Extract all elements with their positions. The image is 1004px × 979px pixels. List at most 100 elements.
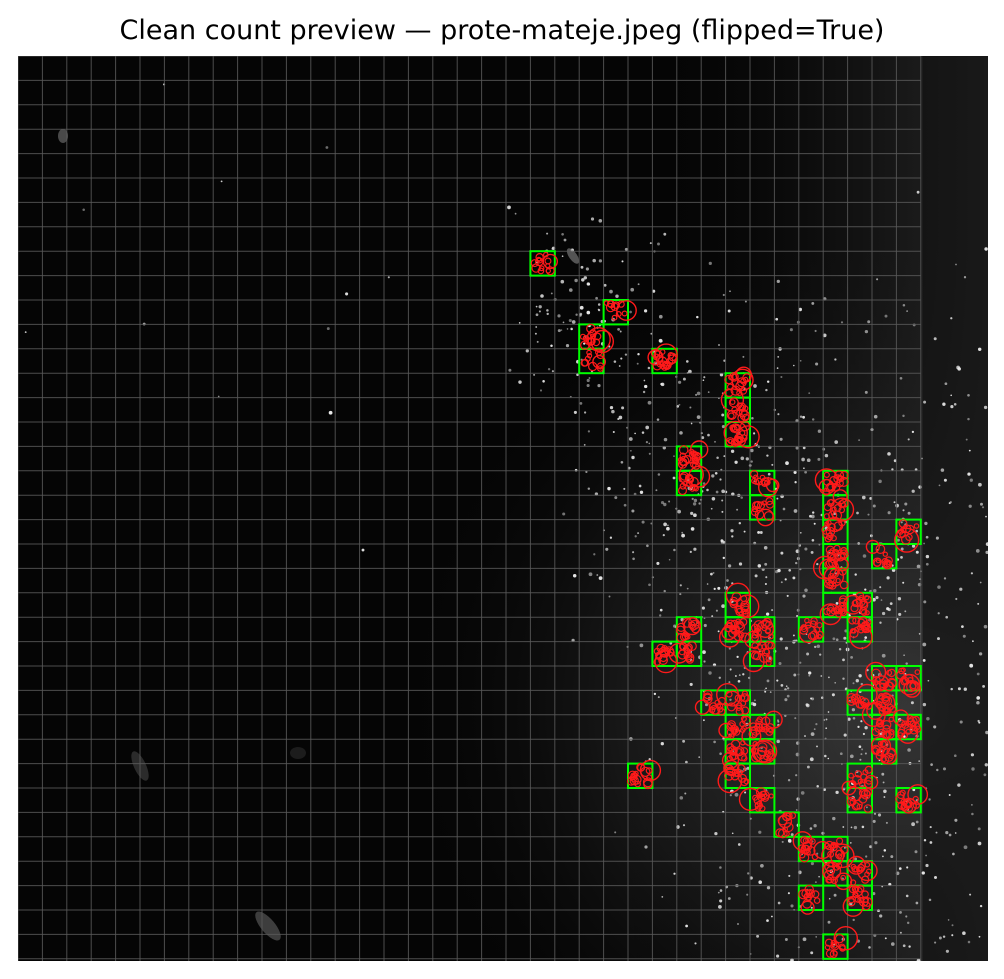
- detection-circle: [896, 791, 905, 800]
- detection-circle: [751, 505, 759, 513]
- speckle: [746, 893, 749, 896]
- speckle: [904, 502, 908, 506]
- speckle: [659, 608, 663, 612]
- detection-circle: [851, 599, 859, 608]
- speckle: [702, 650, 706, 654]
- detection-circle: [757, 742, 768, 753]
- speckle: [780, 684, 784, 687]
- speckle: [922, 658, 926, 662]
- speckle: [666, 526, 670, 531]
- detection-circle: [882, 696, 893, 706]
- speckle: [721, 604, 725, 608]
- speckle: [950, 405, 954, 409]
- speckle: [740, 456, 745, 461]
- speckle: [637, 352, 640, 356]
- speckle: [938, 936, 942, 940]
- speckle: [729, 794, 732, 797]
- speckle: [557, 329, 561, 333]
- detection-circle: [846, 696, 857, 706]
- count-preview-image: [18, 56, 988, 961]
- speckle: [897, 538, 900, 542]
- speckle: [716, 456, 719, 459]
- speckle: [345, 292, 349, 296]
- speckle: [570, 328, 573, 331]
- speckle: [678, 403, 681, 406]
- speckle: [802, 415, 805, 419]
- speckle: [895, 503, 899, 508]
- speckle: [843, 636, 847, 640]
- speckle: [785, 461, 789, 465]
- detection-circle: [592, 354, 606, 369]
- speckle: [790, 904, 794, 908]
- speckle: [669, 641, 673, 645]
- speckle: [935, 536, 939, 540]
- speckle: [546, 232, 549, 235]
- speckle: [842, 677, 845, 680]
- speckle: [718, 905, 722, 909]
- speckle: [717, 891, 720, 894]
- speckle: [962, 931, 966, 935]
- detection-circle: [789, 812, 797, 819]
- speckle: [951, 934, 954, 937]
- speckle: [662, 534, 665, 537]
- speckle: [782, 507, 786, 511]
- speckle: [766, 380, 770, 383]
- speckle: [875, 596, 879, 600]
- speckle: [660, 501, 665, 505]
- speckle: [977, 719, 980, 723]
- speckle: [872, 892, 876, 896]
- speckle: [585, 470, 588, 474]
- speckle: [867, 513, 870, 516]
- speckle: [787, 779, 791, 782]
- speckle: [779, 437, 783, 441]
- speckle: [877, 813, 882, 817]
- detection-circle: [809, 838, 816, 845]
- speckle: [703, 660, 706, 663]
- speckle: [849, 842, 852, 844]
- speckle: [706, 583, 709, 585]
- detection-circle: [537, 267, 545, 275]
- speckle: [933, 725, 937, 729]
- detection-circle: [856, 860, 878, 882]
- speckle: [859, 758, 862, 761]
- speckle: [632, 557, 635, 561]
- detection-circle: [721, 751, 740, 770]
- speckle: [737, 843, 741, 846]
- speckle: [799, 415, 803, 418]
- speckle: [550, 292, 553, 295]
- speckle: [690, 422, 693, 425]
- speckle: [810, 550, 814, 554]
- detection-circle: [605, 302, 616, 313]
- speckle: [835, 638, 839, 642]
- speckle: [562, 512, 566, 516]
- speckle: [776, 279, 780, 284]
- speckle: [961, 625, 964, 628]
- detection-circle: [666, 357, 674, 365]
- speckle: [809, 514, 812, 518]
- speckle: [793, 470, 797, 474]
- speckle: [631, 509, 635, 513]
- detection-circle: [586, 326, 611, 352]
- detection-circle: [801, 888, 811, 899]
- detection-circle: [687, 641, 697, 651]
- detection-circle: [839, 580, 849, 590]
- speckle: [940, 468, 945, 472]
- speckle: [792, 634, 795, 637]
- speckle: [598, 219, 603, 223]
- speckle: [887, 511, 891, 515]
- detection-circle: [730, 726, 739, 735]
- speckle: [583, 444, 586, 446]
- speckle: [729, 290, 731, 293]
- speckle: [884, 314, 888, 318]
- detection-circle: [882, 551, 889, 557]
- speckle: [560, 279, 565, 284]
- detection-circle: [694, 699, 711, 715]
- speckle: [719, 478, 722, 481]
- speckle: [855, 679, 859, 683]
- detection-circle: [871, 728, 880, 737]
- speckle: [595, 296, 598, 300]
- speckle: [954, 818, 958, 822]
- detection-circle: [884, 752, 894, 762]
- speckle: [220, 180, 223, 183]
- speckle: [948, 833, 952, 837]
